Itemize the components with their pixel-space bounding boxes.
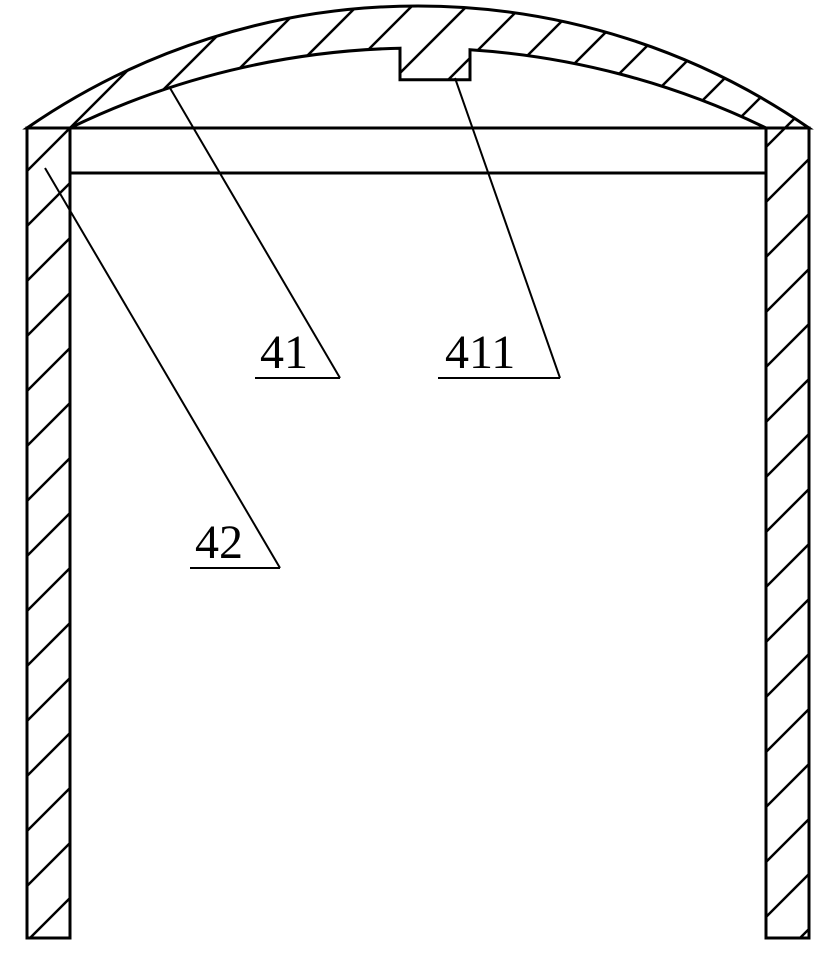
hatch-group: [0, 0, 839, 948]
hatch-group: [0, 0, 839, 948]
part-label: 41: [260, 326, 308, 379]
leader-line: [45, 168, 280, 568]
dome-shell-outline: [27, 5, 809, 127]
cross-section-diagram: 41 411 42: [0, 0, 839, 948]
leader-line: [170, 88, 340, 378]
hatch-group: [0, 0, 839, 948]
diagram-container: 41 411 42: [0, 0, 839, 953]
part-label: 411: [445, 326, 515, 379]
part-label: 42: [195, 516, 243, 569]
